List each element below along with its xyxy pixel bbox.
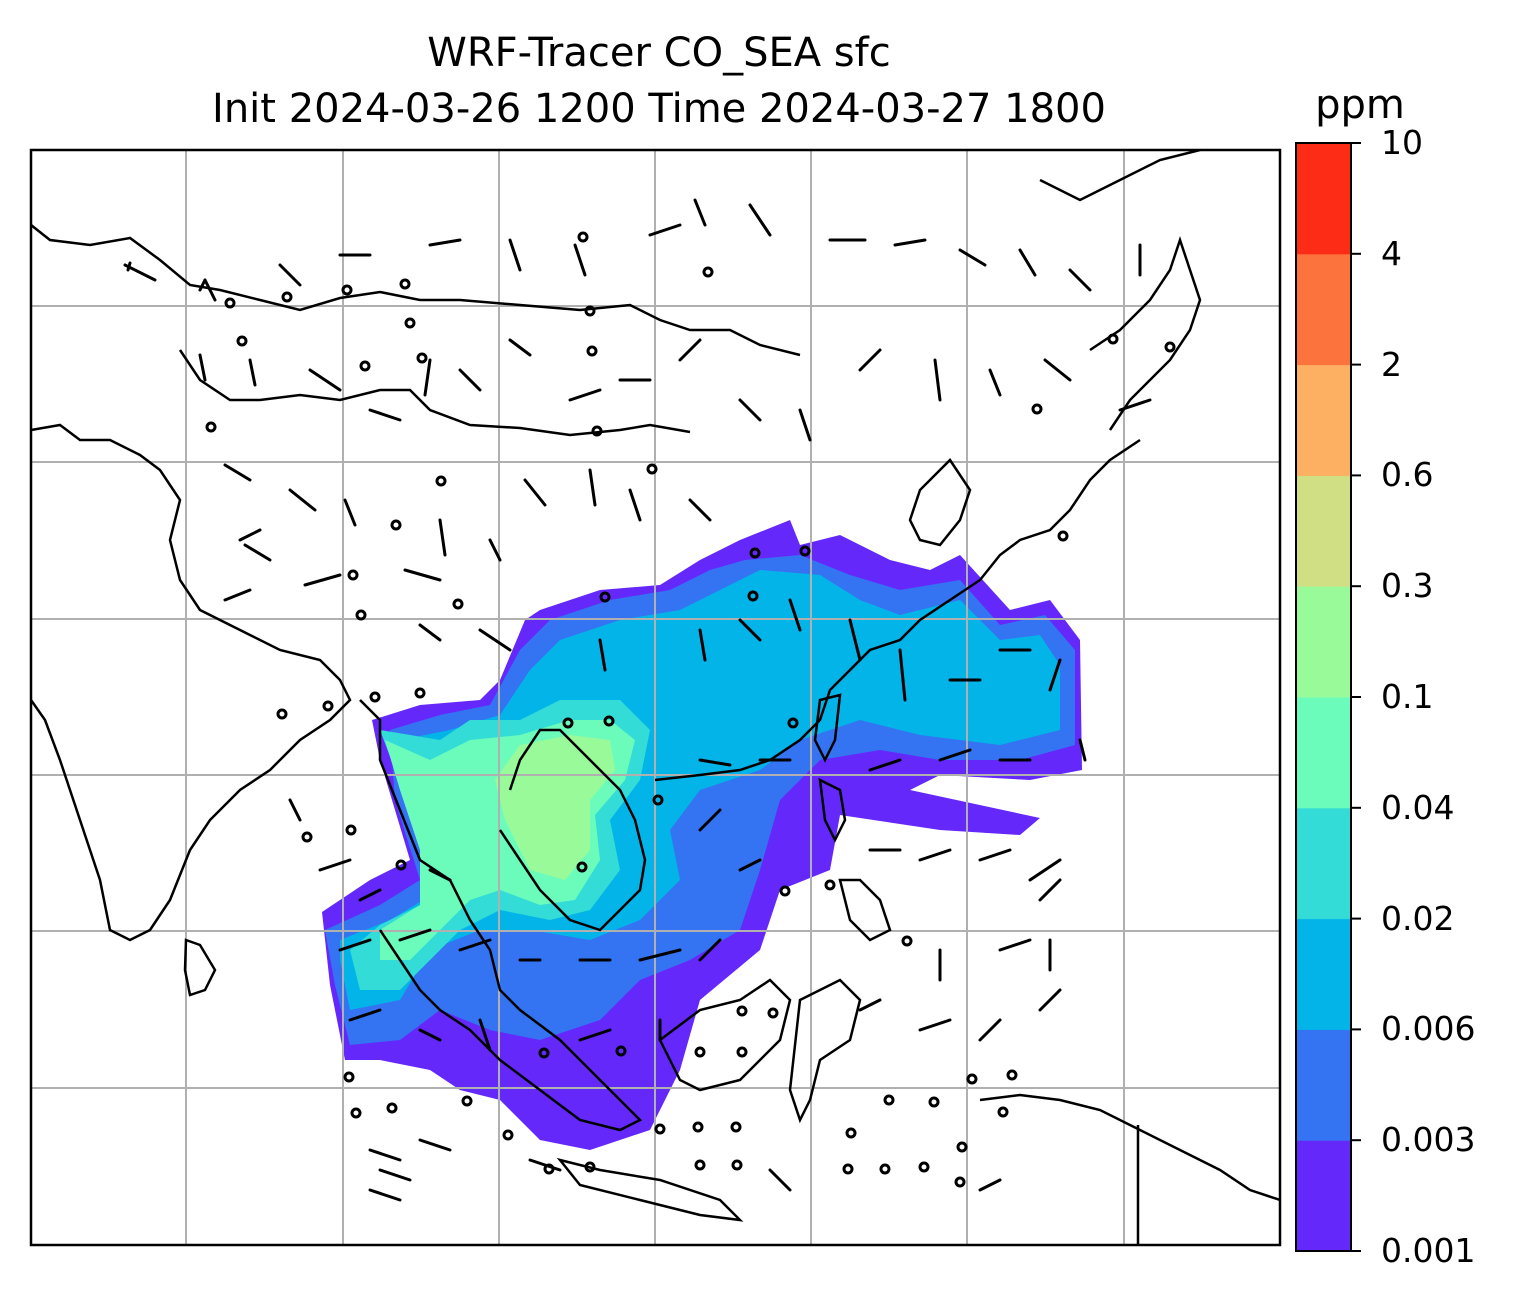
colorbar-band-4 <box>1296 697 1351 809</box>
colorbar-tick-label: 0.04 <box>1381 787 1455 827</box>
colorbar-band-1 <box>1296 1029 1351 1141</box>
colorbar-band-6 <box>1296 475 1351 587</box>
colorbar-tick-label: 4 <box>1381 233 1402 273</box>
chart-title-line1: WRF-Tracer CO_SEA sfc <box>427 30 891 76</box>
colorbar-tick-label: 0.02 <box>1381 898 1455 938</box>
conc-level-6 <box>495 735 615 880</box>
coastlines <box>31 150 1280 1245</box>
map-frame <box>29 148 1282 1247</box>
colorbar-tick-label: 0.003 <box>1381 1120 1476 1160</box>
colorbar-band-5 <box>1296 586 1351 698</box>
colorbar-unit-label: ppm <box>1315 82 1405 128</box>
colorbar-tick-label: 0.6 <box>1381 455 1434 495</box>
colorbar-band-8 <box>1296 253 1351 366</box>
wind-barbs <box>123 198 1152 1202</box>
colorbar-band-9 <box>1296 143 1351 255</box>
lat-lon-grid <box>31 150 1280 1245</box>
colorbar-tick-label: 2 <box>1381 344 1402 384</box>
colorbar-tick-label: 0.1 <box>1381 677 1434 716</box>
colorbar-tick-label: 0.001 <box>1381 1231 1476 1270</box>
colorbar-band-0 <box>1296 1140 1351 1252</box>
calm-wind-circles <box>205 231 1176 1188</box>
colorbar-tick-label: 10 <box>1381 123 1423 162</box>
colorbar-tick-label: 0.3 <box>1381 566 1434 606</box>
colorbar-tick-label: 0.006 <box>1381 1009 1476 1049</box>
chart-title-line2: Init 2024-03-26 1200 Time 2024-03-27 180… <box>212 86 1106 132</box>
colorbar-bands <box>1296 143 1351 1252</box>
colorbar-band-3 <box>1296 807 1351 920</box>
colorbar-band-7 <box>1296 364 1351 476</box>
colorbar-band-2 <box>1296 918 1351 1030</box>
